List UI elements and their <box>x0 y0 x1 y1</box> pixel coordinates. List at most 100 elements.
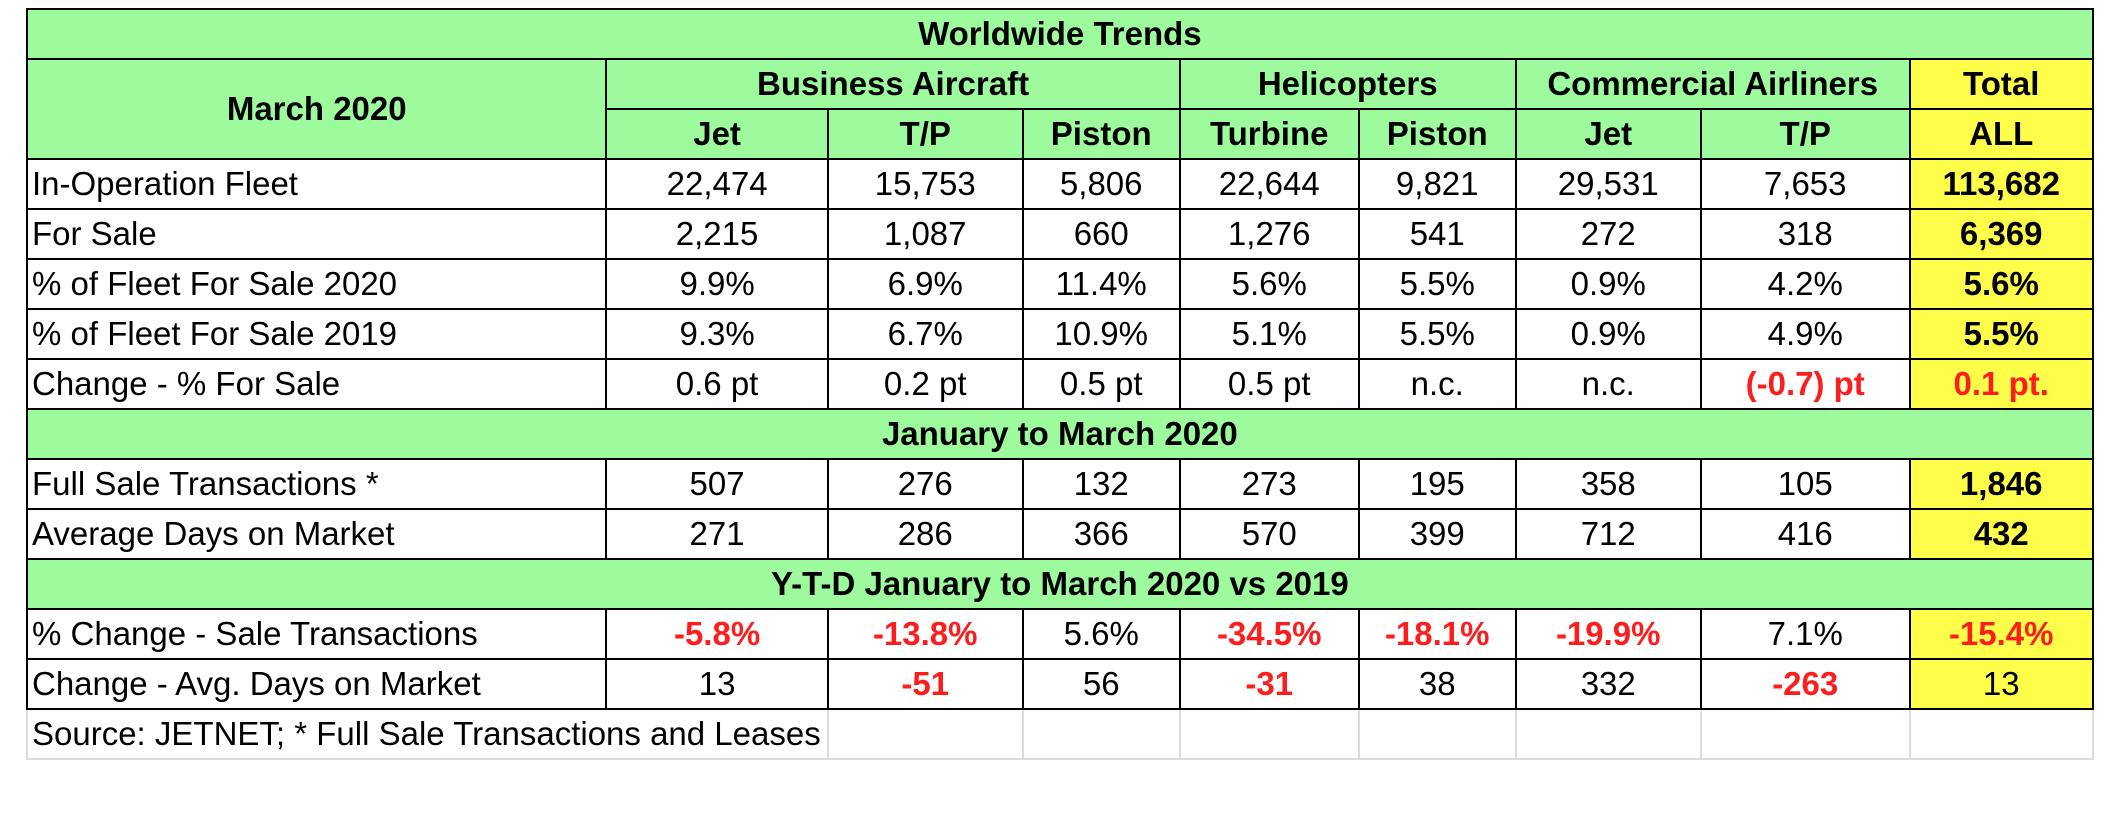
table-cell: 7,653 <box>1699 158 1911 210</box>
group-total: Total <box>1908 58 2094 110</box>
section-title: Y-T-D January to March 2020 vs 2019 <box>26 558 2094 610</box>
empty-cell <box>1514 708 1702 760</box>
table-cell: 4.2% <box>1699 258 1911 310</box>
table-cell: 271 <box>605 508 829 560</box>
group-business-aircraft: Business Aircraft <box>605 58 1181 110</box>
table-row: Change - % For Sale 0.6 pt 0.2 pt 0.5 pt… <box>25 358 2094 410</box>
total-cell: 113,682 <box>1908 158 2094 210</box>
table-cell: 6.9% <box>826 258 1024 310</box>
table-cell: 399 <box>1357 508 1517 560</box>
table-cell-negative: -5.8% <box>605 608 829 660</box>
table-cell: 10.9% <box>1021 308 1181 360</box>
table-row: Change - Avg. Days on Market 13 -51 56 -… <box>25 658 2094 710</box>
row-label: In-Operation Fleet <box>25 158 608 210</box>
table-cell: 0.6 pt <box>605 358 829 410</box>
table-cell: 56 <box>1021 658 1181 710</box>
total-cell: 432 <box>1908 508 2094 560</box>
row-label: % Change - Sale Transactions <box>25 608 608 660</box>
period-label: March 2020 <box>25 58 608 160</box>
table-cell: 507 <box>605 458 829 510</box>
table-cell: n.c. <box>1357 358 1517 410</box>
table-cell: 5.6% <box>1178 258 1360 310</box>
table-cell-negative: -13.8% <box>826 608 1024 660</box>
table-cell: 272 <box>1514 208 1702 260</box>
total-cell: 5.5% <box>1908 308 2094 360</box>
table-cell-negative: -51 <box>826 658 1024 710</box>
table-cell-negative: -263 <box>1699 658 1911 710</box>
table-cell-negative: -18.1% <box>1357 608 1517 660</box>
row-label: Average Days on Market <box>25 508 608 560</box>
col-header-total-all: ALL <box>1908 108 2094 160</box>
col-header-ba-jet: Jet <box>605 108 829 160</box>
table-cell: 195 <box>1357 458 1517 510</box>
table-cell: 9.3% <box>605 308 829 360</box>
row-label: For Sale <box>25 208 608 260</box>
table-cell: 0.2 pt <box>826 358 1024 410</box>
col-header-h-piston: Piston <box>1357 108 1517 160</box>
table-cell: 318 <box>1699 208 1911 260</box>
table-row: Average Days on Market 271 286 366 570 3… <box>25 508 2094 560</box>
table-cell: 0.5 pt <box>1021 358 1181 410</box>
table-row: In-Operation Fleet 22,474 15,753 5,806 2… <box>25 158 2094 210</box>
table-cell: 570 <box>1178 508 1360 560</box>
table-cell: 332 <box>1514 658 1702 710</box>
table-cell: 5,806 <box>1021 158 1181 210</box>
table-cell: 712 <box>1514 508 1702 560</box>
table-cell: 416 <box>1699 508 1911 560</box>
table-cell: 11.4% <box>1021 258 1181 310</box>
table-cell: 5.1% <box>1178 308 1360 360</box>
table-cell: 273 <box>1178 458 1360 510</box>
table-cell: 38 <box>1357 658 1517 710</box>
total-cell: 13 <box>1908 658 2094 710</box>
table-cell: 1,087 <box>826 208 1024 260</box>
table-cell: 9.9% <box>605 258 829 310</box>
group-commercial-airliners: Commercial Airliners <box>1514 58 1911 110</box>
row-label: % of Fleet For Sale 2019 <box>25 308 608 360</box>
table-cell: 0.9% <box>1514 258 1702 310</box>
table-cell: 9,821 <box>1357 158 1517 210</box>
table-cell: n.c. <box>1514 358 1702 410</box>
table-cell: 541 <box>1357 208 1517 260</box>
col-header-ba-piston: Piston <box>1021 108 1181 160</box>
row-label: Full Sale Transactions * <box>25 458 608 510</box>
table-cell: 13 <box>605 658 829 710</box>
table-cell: 276 <box>826 458 1024 510</box>
table-cell: 22,644 <box>1178 158 1360 210</box>
table-cell: 4.9% <box>1699 308 1911 360</box>
table-cell: 0.5 pt <box>1178 358 1360 410</box>
table-row: % of Fleet For Sale 2019 9.3% 6.7% 10.9%… <box>25 308 2094 360</box>
col-header-h-turbine: Turbine <box>1178 108 1360 160</box>
section-title: January to March 2020 <box>26 408 2094 460</box>
table-row: % of Fleet For Sale 2020 9.9% 6.9% 11.4%… <box>25 258 2094 310</box>
table-cell: 0.9% <box>1514 308 1702 360</box>
empty-cell <box>1178 708 1360 760</box>
total-cell: 6,369 <box>1908 208 2094 260</box>
table-cell: 660 <box>1021 208 1181 260</box>
table-cell: 5.6% <box>1021 608 1181 660</box>
table-cell: 15,753 <box>826 158 1024 210</box>
row-label: % of Fleet For Sale 2020 <box>25 258 608 310</box>
empty-cell <box>1908 708 2094 760</box>
table-cell: 6.7% <box>826 308 1024 360</box>
table-cell: 5.5% <box>1357 308 1517 360</box>
table-cell: 29,531 <box>1514 158 1702 210</box>
table-title: Worldwide Trends <box>26 8 2094 60</box>
table-cell: 366 <box>1021 508 1181 560</box>
table-cell-negative: -19.9% <box>1514 608 1702 660</box>
total-cell: -15.4% <box>1908 608 2094 660</box>
empty-cell <box>826 708 1024 760</box>
table-cell: 358 <box>1514 458 1702 510</box>
table-row: Full Sale Transactions * 507 276 132 273… <box>25 458 2094 510</box>
source-note: Source: JETNET; * Full Sale Transactions… <box>26 708 829 760</box>
table-cell: 286 <box>826 508 1024 560</box>
table-row: For Sale 2,215 1,087 660 1,276 541 272 3… <box>25 208 2094 260</box>
empty-cell <box>1357 708 1517 760</box>
table-row: % Change - Sale Transactions -5.8% -13.8… <box>25 608 2094 660</box>
table-cell: 105 <box>1699 458 1911 510</box>
total-cell: 0.1 pt. <box>1908 358 2094 410</box>
empty-cell <box>1021 708 1181 760</box>
row-label: Change - Avg. Days on Market <box>25 658 608 710</box>
table-cell-negative: (-0.7) pt <box>1699 358 1911 410</box>
group-helicopters: Helicopters <box>1178 58 1517 110</box>
col-header-ca-tp: T/P <box>1699 108 1911 160</box>
